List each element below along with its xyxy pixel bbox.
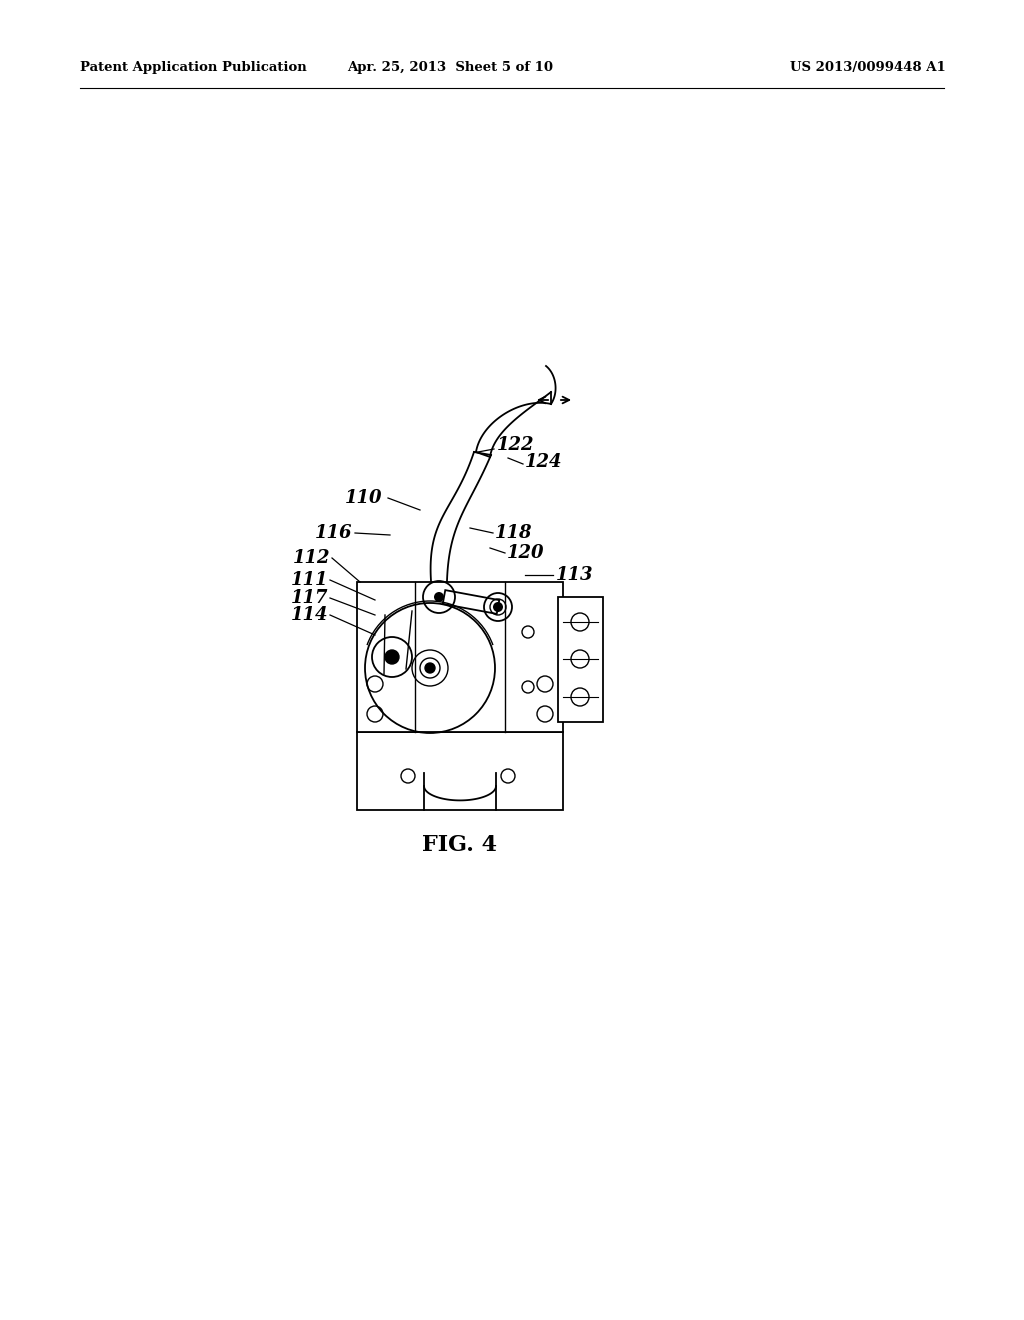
- Bar: [357, 582, 563, 733]
- Circle shape: [425, 663, 435, 673]
- Circle shape: [385, 649, 399, 664]
- Text: 113: 113: [556, 566, 594, 583]
- Text: 114: 114: [291, 606, 328, 624]
- Text: 118: 118: [495, 524, 532, 543]
- Bar: [558, 597, 603, 722]
- Text: 122: 122: [497, 436, 535, 454]
- Text: 110: 110: [344, 488, 382, 507]
- Bar: [357, 733, 563, 810]
- Text: 116: 116: [314, 524, 352, 543]
- Text: 111: 111: [291, 572, 328, 589]
- Text: 120: 120: [507, 544, 545, 562]
- Circle shape: [493, 602, 503, 612]
- Text: Apr. 25, 2013  Sheet 5 of 10: Apr. 25, 2013 Sheet 5 of 10: [347, 62, 553, 74]
- Circle shape: [434, 591, 444, 602]
- Text: 124: 124: [525, 453, 562, 471]
- Text: US 2013/0099448 A1: US 2013/0099448 A1: [790, 62, 946, 74]
- Text: 112: 112: [293, 549, 330, 568]
- Text: Patent Application Publication: Patent Application Publication: [80, 62, 307, 74]
- Text: 117: 117: [291, 589, 328, 607]
- Text: FIG. 4: FIG. 4: [423, 834, 498, 855]
